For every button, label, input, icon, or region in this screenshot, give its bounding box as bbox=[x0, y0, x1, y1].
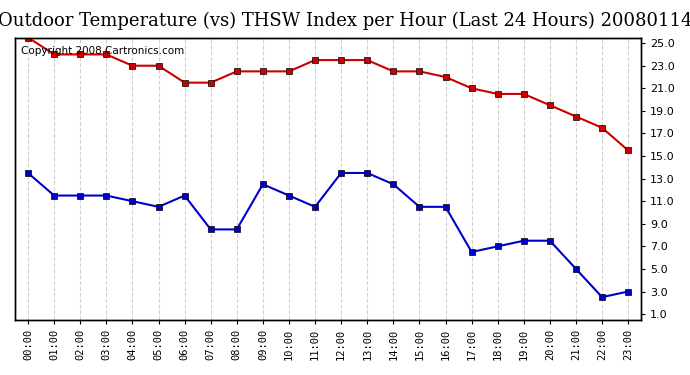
Text: Copyright 2008 Cartronics.com: Copyright 2008 Cartronics.com bbox=[21, 46, 184, 56]
Text: Outdoor Temperature (vs) THSW Index per Hour (Last 24 Hours) 20080114: Outdoor Temperature (vs) THSW Index per … bbox=[0, 11, 690, 30]
